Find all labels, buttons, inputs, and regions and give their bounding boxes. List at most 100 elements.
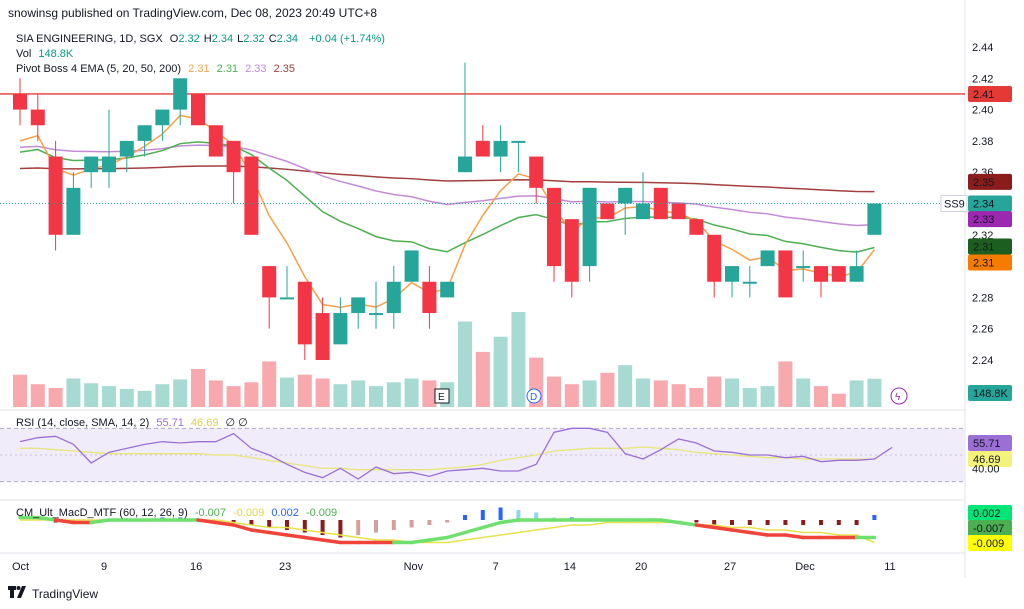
- candle-body: [191, 93, 205, 126]
- volume-bar: [564, 384, 579, 407]
- volume-bar: [600, 372, 615, 407]
- candle-body: [831, 266, 846, 282]
- macd-line-segment: [89, 518, 111, 525]
- candle-body: [386, 281, 401, 314]
- volume-bar: [796, 378, 811, 407]
- macd-histogram-bar: [801, 520, 806, 525]
- volume-bar: [618, 365, 633, 407]
- volume-bar: [173, 379, 188, 407]
- candle-body: [618, 187, 633, 204]
- rsi-legend: RSI (14, close, SMA, 14, 2) 55.71 46.69 …: [16, 417, 248, 429]
- macd-line-segment: [36, 515, 58, 522]
- macd-histogram-bar: [445, 520, 450, 523]
- rsi-sma-value-label-bg: [968, 451, 1012, 467]
- tradingview-logo-icon: [8, 586, 26, 601]
- volume-bar: [547, 376, 561, 407]
- macd-line-segment: [445, 530, 467, 540]
- price-tick-label: 2.42: [972, 73, 993, 85]
- volume-bar: [511, 312, 526, 407]
- candle-body: [547, 187, 561, 267]
- symbol-name: SIA ENGINEERING, 1D, SGX: [16, 33, 163, 45]
- macd-histogram-bar: [302, 520, 307, 533]
- ema5-price-label-bg: [968, 254, 1012, 271]
- ema5-price-label: 2.31: [973, 257, 994, 269]
- x-tick-label: Dec: [795, 561, 815, 573]
- rsi-value-label-bg: [968, 435, 1012, 451]
- macd-legend: CM_Ult_MacD_MTF (60, 12, 26, 9) -0.007 -…: [16, 507, 338, 519]
- volume-bar: [191, 369, 205, 407]
- volume-bar: [707, 376, 722, 407]
- volume-bar: [725, 378, 739, 407]
- rsi-tick-label: 40.00: [972, 463, 1000, 475]
- price-tick-label: 2.28: [972, 292, 993, 304]
- macd-line-segment: [267, 530, 289, 537]
- volume-bar: [155, 384, 170, 407]
- candle-body: [475, 140, 490, 157]
- macd-line-segment: [712, 525, 734, 532]
- volume-bar: [369, 386, 383, 407]
- candle-body: [689, 219, 704, 235]
- candle-body: [137, 125, 152, 141]
- candle-body: [849, 266, 864, 282]
- x-tick-label: 11: [884, 561, 895, 573]
- macd-line-segment: [303, 535, 325, 542]
- macd-value-label: -0.007: [973, 523, 1004, 535]
- x-tick-label: 16: [190, 561, 202, 573]
- macd-line-segment: [53, 518, 76, 525]
- ema50-price-label: 2.33: [973, 214, 994, 226]
- volume-bar: [244, 382, 259, 407]
- price-tick-label: 2.24: [972, 355, 993, 367]
- candle-body: [511, 140, 526, 143]
- volume-bar: [458, 321, 472, 407]
- macd-line-segment: [249, 528, 271, 535]
- ema200-price-label-bg: [968, 173, 1012, 190]
- volume-bar: [13, 374, 27, 407]
- ohlc-values: O2.32 H2.34 L2.32 C2.34: [169, 33, 299, 45]
- macd-histogram-bar: [231, 520, 236, 523]
- ema20-price-label: 2.31: [973, 241, 994, 253]
- macd-histogram-bar: [836, 520, 841, 525]
- volume-bar: [689, 388, 704, 407]
- macd-histogram-bar: [498, 507, 503, 520]
- lightning-marker-glyph: ϟ: [895, 392, 901, 403]
- macd-histogram-bar: [516, 510, 521, 520]
- candle-body: [529, 156, 544, 188]
- x-tick-label: 20: [635, 561, 647, 573]
- candle-body: [173, 78, 188, 110]
- macd-histogram-bar: [338, 520, 343, 538]
- macd-histogram-bar: [374, 520, 378, 533]
- lightning-marker-icon: [890, 387, 908, 405]
- candle-body: [778, 250, 793, 298]
- macd-line-segment: [783, 533, 805, 540]
- x-tick-label: Nov: [404, 561, 424, 573]
- candle-body: [351, 297, 366, 314]
- rsi-line: [19, 427, 893, 480]
- volume-bar: [333, 384, 348, 407]
- volume-bar: [351, 380, 366, 407]
- volume-bar: [475, 351, 490, 407]
- macd-line-segment: [285, 533, 307, 540]
- candle-body: [493, 140, 508, 157]
- volume-bar: [102, 386, 116, 407]
- candle-body: [404, 250, 419, 282]
- candle-body: [440, 281, 455, 298]
- candle-body: [814, 266, 828, 282]
- candle-body: [458, 156, 472, 173]
- macd-histogram-bar: [391, 520, 396, 530]
- macd-line-segment: [463, 525, 485, 535]
- candle-body: [671, 203, 686, 220]
- ema50-line: [19, 144, 875, 227]
- candle-body: [564, 219, 579, 282]
- earnings-marker-label: E: [438, 392, 445, 403]
- volume-bar: [778, 361, 793, 407]
- bar-countdown-label-bg: [940, 195, 968, 212]
- candle-body: [244, 156, 259, 235]
- macd-histogram-bar: [320, 520, 325, 535]
- volume-bar: [315, 378, 330, 407]
- macd-histogram-bar: [712, 520, 717, 525]
- candle-body: [796, 266, 811, 269]
- dividend-marker-label: D: [530, 392, 537, 403]
- macd-line-segment: [196, 518, 218, 525]
- symbol-legend: SIA ENGINEERING, 1D, SGX O2.32 H2.34 L2.32…: [16, 33, 389, 45]
